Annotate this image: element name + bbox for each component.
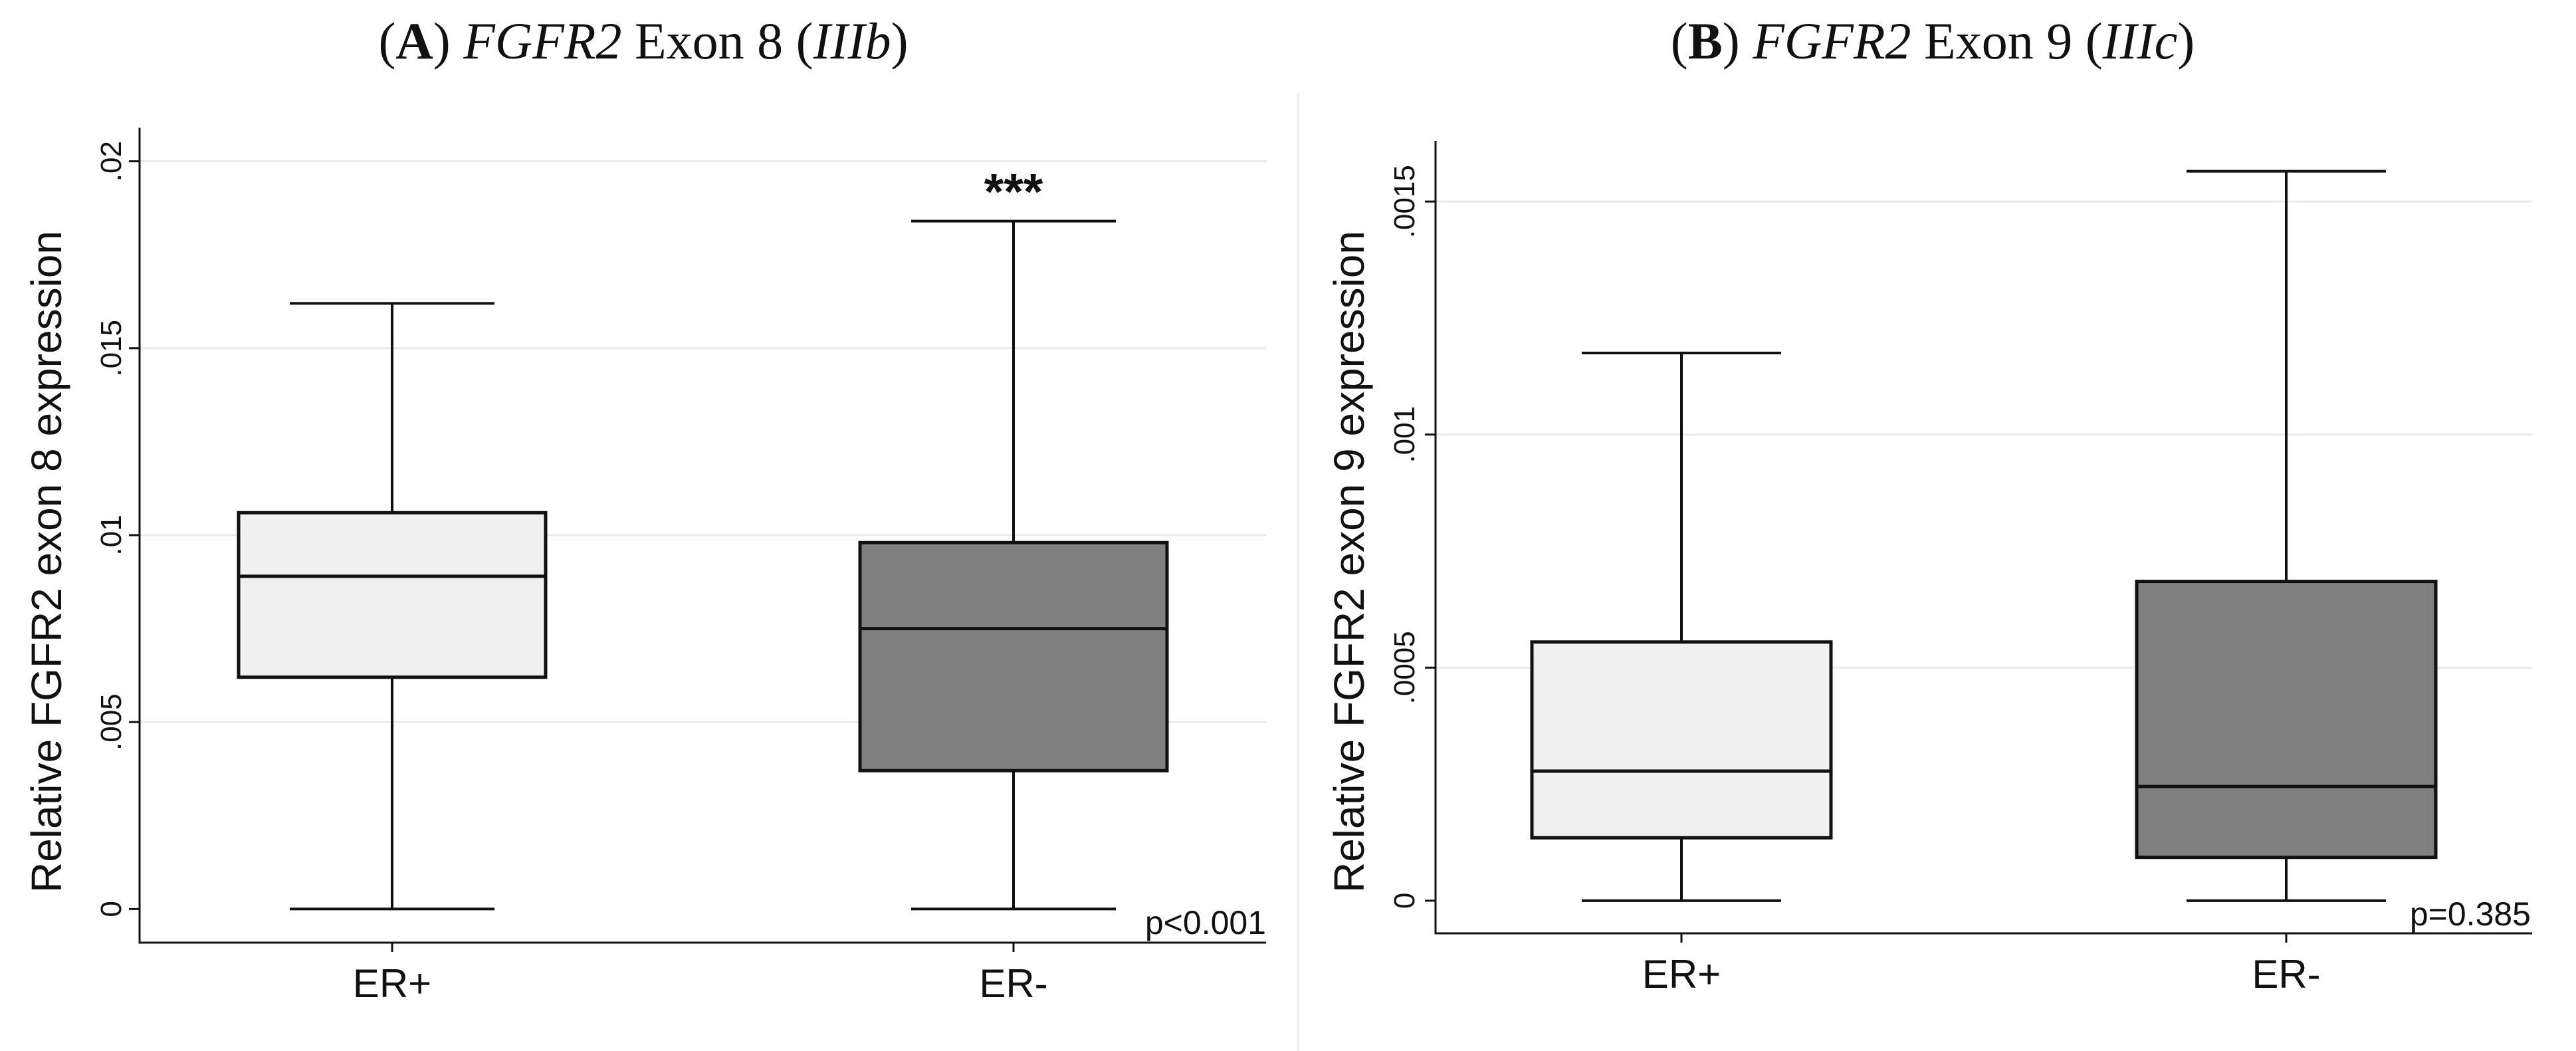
panel-a-y-tick-label: .02 — [95, 141, 128, 181]
panel-a-y-axis-label: Relative FGFR2 exon 8 expression — [23, 231, 70, 893]
panel-a-axes — [138, 128, 1266, 944]
panel-b-y-tick-label: .0015 — [1388, 165, 1421, 238]
panel-b-axes — [1434, 141, 2532, 935]
panel-b-er-neg-iqr-box — [2135, 580, 2438, 860]
panel-b-y-tick-label: .001 — [1388, 406, 1421, 463]
panel-a-er-pos-x-tick-label: ER+ — [353, 961, 431, 1006]
panel-a: (A) FGFR2 Exon 8 (IIIb) 0.005.01.015.02 … — [23, 12, 1266, 1006]
panel-b-x-ticks: ER+ ER- — [1642, 933, 2321, 996]
panel-b-y-axis-label: Relative FGFR2 exon 9 expression — [1325, 231, 1373, 893]
panel-b-er-neg-box-plot — [2135, 170, 2438, 902]
panel-a-y-tick-label: .01 — [95, 515, 128, 555]
panel-b-er-neg-x-tick-label: ER- — [2252, 952, 2320, 996]
panel-b-er-pos-iqr-box — [1530, 640, 1833, 840]
panel-b-title: (B) FGFR2 Exon 9 (IIIc) — [1671, 12, 2195, 70]
panel-b-er-pos-box-plot — [1530, 352, 1833, 902]
panel-a-significance-marker: *** — [984, 164, 1043, 221]
panel-a-y-ticks: 0 .005 .01 .015 .02 — [95, 141, 140, 917]
panel-a-y-tick-label: .005 — [95, 693, 128, 751]
panel-a-er-neg-box-plot — [858, 219, 1169, 911]
panel-a-er-neg-x-tick-label: ER- — [979, 961, 1047, 1006]
panel-a-er-pos-box-plot — [237, 302, 548, 911]
panel-a-boxes — [237, 219, 1169, 911]
panel-a-title: (A) FGFR2 Exon 8 (IIIb) — [378, 12, 908, 70]
panel-b-y-ticks: 0 .0005 .001 .0015 — [1388, 165, 1436, 909]
panel-b-er-pos-x-tick-label: ER+ — [1642, 952, 1721, 996]
panel-a-er-pos-iqr-box — [237, 511, 548, 679]
panel-b-boxes — [1530, 170, 2438, 902]
panel-b: (B) FGFR2 Exon 9 (IIIc) 0.0005.001.0015 … — [1325, 12, 2532, 996]
panel-b-y-tick-label: 0 — [1388, 893, 1421, 909]
panel-b-y-tick-label: .0005 — [1388, 631, 1421, 704]
panel-a-p-value: p<0.001 — [1145, 904, 1266, 941]
panel-b-p-value: p=0.385 — [2410, 895, 2531, 933]
panel-a-er-neg-iqr-box — [858, 540, 1169, 772]
panel-a-y-tick-label: 0 — [95, 901, 128, 917]
panel-a-y-tick-label: .015 — [95, 320, 128, 377]
panel-a-x-ticks: ER+ ER- — [353, 943, 1048, 1006]
